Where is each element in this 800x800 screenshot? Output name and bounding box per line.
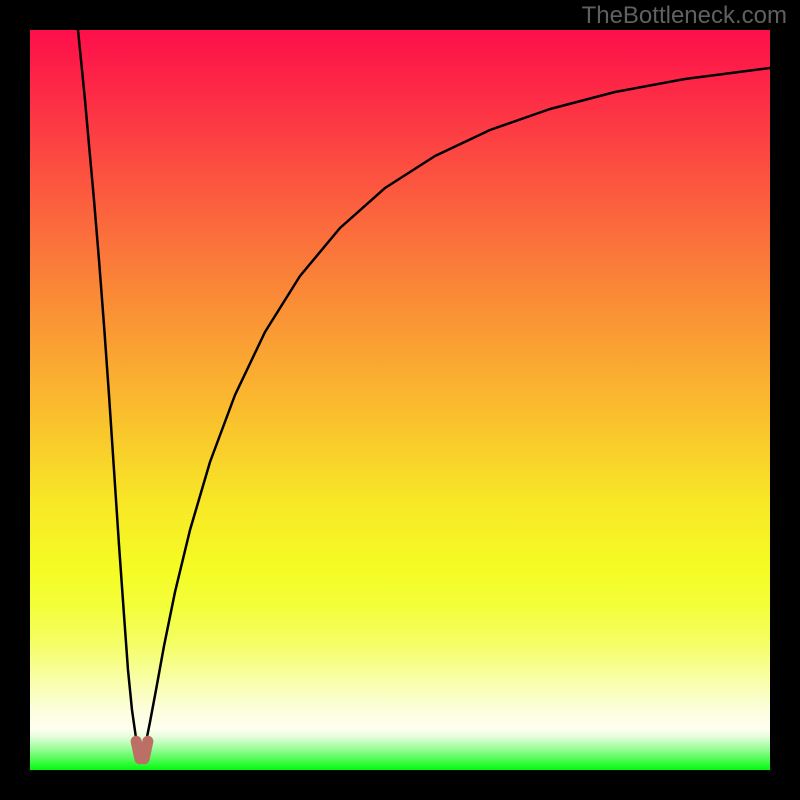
chart-root: TheBottleneck.com xyxy=(0,0,800,800)
plot-area xyxy=(30,30,770,770)
watermark-text: TheBottleneck.com xyxy=(582,2,787,30)
gradient-background xyxy=(30,30,770,770)
chart-svg xyxy=(30,30,770,770)
